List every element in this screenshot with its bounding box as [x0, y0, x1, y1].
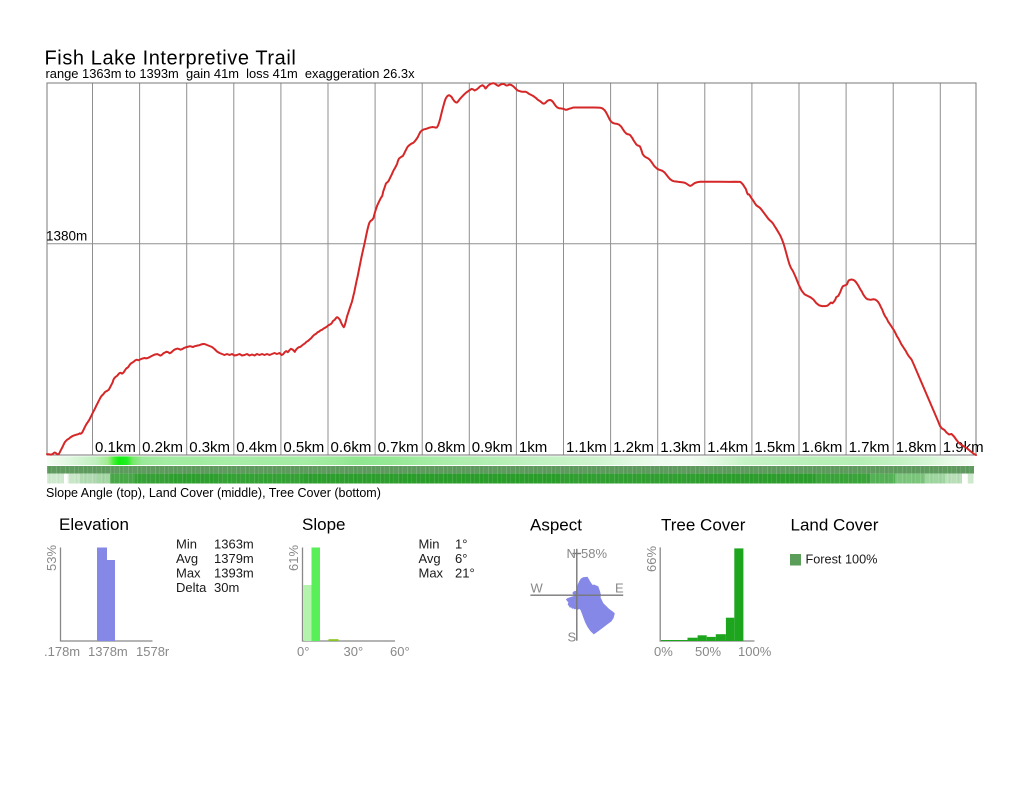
- svg-text:Avg: Avg: [419, 551, 441, 566]
- svg-text:58%: 58%: [581, 546, 607, 561]
- svg-text:Fish Lake Interpretive Trail: Fish Lake Interpretive Trail: [45, 48, 297, 70]
- svg-text:1km: 1km: [519, 439, 547, 456]
- svg-text:1.1km: 1.1km: [566, 439, 607, 456]
- svg-text:66%: 66%: [644, 546, 659, 572]
- svg-text:Slope Angle (top), Land Cover: Slope Angle (top), Land Cover (middle), …: [46, 486, 381, 500]
- svg-text:N: N: [567, 546, 576, 561]
- svg-text:0.2km: 0.2km: [142, 439, 183, 456]
- svg-text:0.9km: 0.9km: [472, 439, 513, 456]
- svg-text:6°: 6°: [455, 551, 467, 566]
- svg-text:30m: 30m: [214, 580, 239, 595]
- svg-text:S: S: [568, 630, 577, 645]
- svg-text:0.6km: 0.6km: [331, 439, 372, 456]
- svg-text:1379m: 1379m: [214, 551, 254, 566]
- svg-text:.178m: .178m: [44, 644, 80, 659]
- svg-text:Min: Min: [419, 537, 440, 552]
- svg-text:E: E: [615, 581, 624, 596]
- svg-text:1°: 1°: [455, 537, 467, 552]
- svg-text:0.5km: 0.5km: [283, 439, 324, 456]
- svg-text:Forest 100%: Forest 100%: [806, 553, 878, 567]
- svg-text:1393m: 1393m: [214, 566, 254, 581]
- svg-text:Min: Min: [176, 537, 197, 552]
- svg-text:1378m: 1378m: [88, 644, 128, 659]
- svg-text:Max: Max: [176, 566, 201, 581]
- svg-text:1363m: 1363m: [214, 537, 254, 552]
- svg-text:1.3km: 1.3km: [660, 439, 701, 456]
- svg-text:Tree Cover: Tree Cover: [661, 516, 746, 535]
- svg-text:61%: 61%: [286, 545, 301, 571]
- svg-text:range 1363m to 1393m gain 41m: range 1363m to 1393m gain 41m loss 41m e…: [46, 66, 416, 81]
- svg-text:60°: 60°: [390, 644, 410, 659]
- svg-text:Avg: Avg: [176, 551, 198, 566]
- svg-text:50%: 50%: [695, 644, 721, 659]
- svg-text:0%: 0%: [654, 644, 673, 659]
- svg-text:Max: Max: [419, 566, 444, 581]
- svg-text:0.8km: 0.8km: [425, 439, 466, 456]
- svg-text:Land Cover: Land Cover: [791, 516, 879, 535]
- svg-text:1578r: 1578r: [136, 644, 170, 659]
- svg-text:Slope: Slope: [302, 515, 345, 534]
- svg-text:0.4km: 0.4km: [236, 439, 277, 456]
- svg-text:21°: 21°: [455, 566, 475, 581]
- svg-text:1.7km: 1.7km: [849, 439, 890, 456]
- svg-text:Delta: Delta: [176, 580, 207, 595]
- svg-text:0.3km: 0.3km: [189, 439, 230, 456]
- svg-text:53%: 53%: [44, 545, 59, 571]
- svg-text:1.4km: 1.4km: [707, 439, 748, 456]
- svg-text:1.2km: 1.2km: [613, 439, 654, 456]
- svg-text:30°: 30°: [344, 644, 364, 659]
- svg-text:1.8km: 1.8km: [896, 439, 937, 456]
- svg-text:0°: 0°: [297, 644, 309, 659]
- svg-text:Elevation: Elevation: [59, 515, 129, 534]
- svg-text:100%: 100%: [738, 644, 772, 659]
- svg-text:1.6km: 1.6km: [802, 439, 843, 456]
- svg-text:Aspect: Aspect: [530, 516, 582, 535]
- svg-text:1.9km: 1.9km: [943, 439, 984, 456]
- svg-text:0.7km: 0.7km: [378, 439, 419, 456]
- svg-text:W: W: [531, 581, 544, 596]
- svg-text:1.5km: 1.5km: [754, 439, 795, 456]
- svg-text:0.1km: 0.1km: [95, 439, 136, 456]
- svg-text:1380m: 1380m: [46, 229, 87, 244]
